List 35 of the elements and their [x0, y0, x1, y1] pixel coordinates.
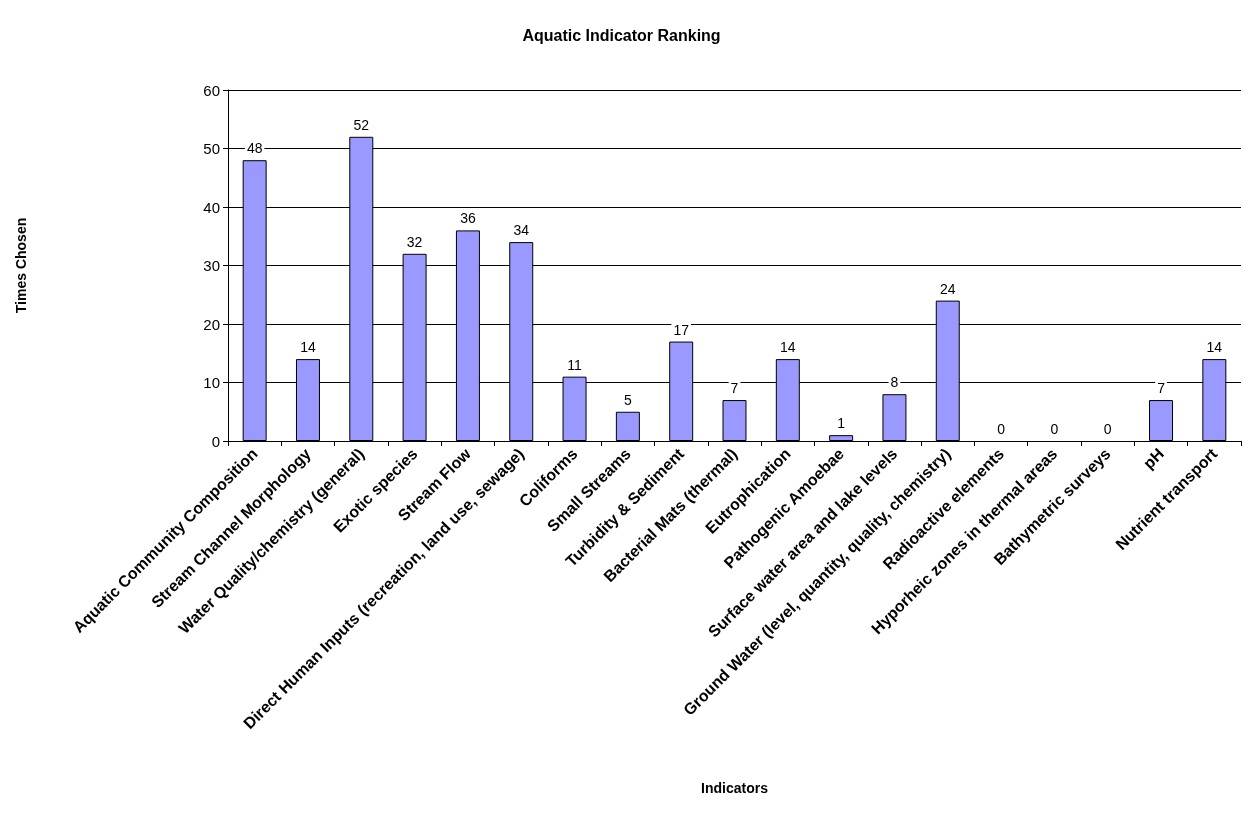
data-label: 8: [890, 374, 899, 391]
data-label: 14: [780, 339, 796, 356]
y-tick-label: 0: [211, 432, 220, 450]
data-label: 5: [623, 391, 632, 408]
bar: [882, 394, 907, 441]
data-label: 1: [837, 415, 846, 432]
bar: [615, 411, 640, 441]
data-label: 52: [353, 116, 370, 133]
data-label: 14: [300, 339, 316, 356]
y-tick-label: 50: [203, 140, 220, 157]
data-label: 0: [1050, 421, 1059, 437]
data-label: 7: [730, 380, 739, 397]
data-label: 48: [246, 140, 263, 157]
x-axis-title: Indicators: [701, 780, 769, 796]
chart-title: Aquatic Indicator Ranking: [522, 26, 721, 44]
data-label: 14: [1206, 339, 1223, 356]
y-tick-label: 60: [203, 81, 220, 99]
data-label: 7: [1157, 380, 1166, 397]
y-axis-title: Times Chosen: [13, 217, 29, 314]
data-label: 24: [939, 280, 956, 297]
bar: [722, 400, 747, 441]
data-label: 0: [1103, 421, 1112, 437]
bar: [1149, 400, 1174, 441]
data-label: 0: [997, 421, 1006, 437]
data-label: 34: [513, 222, 530, 239]
y-tick-label: 40: [203, 198, 220, 216]
data-label: 17: [673, 321, 690, 338]
y-tick-label: 20: [203, 315, 220, 333]
y-tick-label: 30: [203, 257, 220, 274]
data-label: 36: [460, 210, 476, 227]
bar: [829, 435, 854, 441]
data-label: 11: [567, 356, 583, 373]
y-tick-label: 10: [203, 374, 220, 391]
x-tick-label: pH: [1139, 444, 1168, 473]
data-label: 32: [406, 233, 423, 250]
